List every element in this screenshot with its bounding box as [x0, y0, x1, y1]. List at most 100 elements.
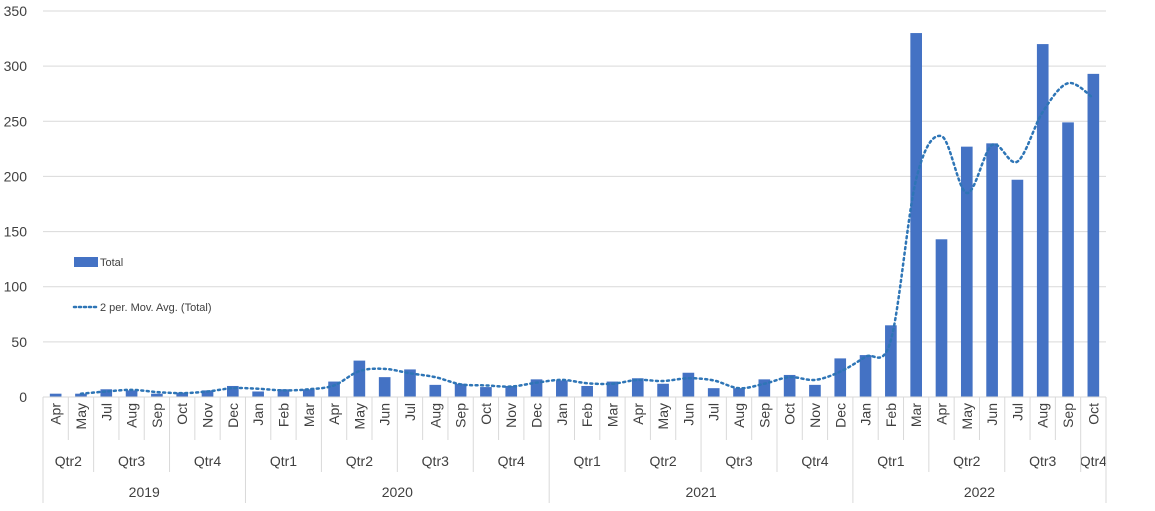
bar [404, 369, 416, 397]
x-tick-label-quarter: Qtr3 [118, 453, 145, 469]
x-tick-label-month: Aug [1035, 403, 1051, 428]
x-tick-label-month: Jan [554, 403, 570, 426]
x-tick-label-quarter: Qtr4 [1080, 453, 1107, 469]
x-tick-label-year: 2021 [685, 484, 716, 500]
bar [125, 390, 138, 397]
x-tick-label-quarter: Qtr3 [1029, 453, 1056, 469]
x-tick-label-month: Jun [984, 403, 1000, 426]
bar [454, 383, 467, 397]
x-tick-label-month: Sep [149, 403, 165, 428]
bar [1087, 73, 1100, 397]
bar [935, 239, 948, 397]
bar [758, 379, 771, 397]
x-tick-label-month: Mar [604, 403, 620, 427]
bar [885, 325, 897, 397]
moving-average-line [79, 81, 1095, 395]
x-tick-label-month: Aug [124, 403, 140, 428]
y-tick-label: 200 [4, 168, 28, 184]
y-tick-label: 150 [4, 224, 28, 240]
bar [631, 378, 644, 397]
x-tick-label-quarter: Qtr2 [346, 453, 373, 469]
bar [986, 143, 998, 397]
bar [682, 372, 695, 397]
bar [227, 385, 239, 397]
x-tick-label-quarter: Qtr2 [953, 453, 980, 469]
bar [606, 381, 619, 397]
x-tick-label-quarter: Qtr4 [194, 453, 221, 469]
bar [581, 385, 593, 397]
x-tick-label-month: Oct [174, 403, 190, 425]
x-tick-label-month: Jun [377, 403, 393, 426]
x-tick-label-quarter: Qtr1 [877, 453, 904, 469]
x-tick-label-month: Oct [1085, 403, 1101, 425]
bar [910, 33, 922, 398]
x-tick-label-month: Jul [402, 403, 418, 421]
x-tick-label-month: Jan [250, 403, 266, 426]
bar [480, 387, 492, 397]
x-tick-label-year: 2020 [382, 484, 413, 500]
bar [556, 380, 568, 397]
y-tick-label: 300 [4, 58, 28, 74]
x-tick-label-month: Mar [301, 403, 317, 427]
legend-label-total: Total [100, 257, 123, 269]
bar [328, 381, 340, 397]
x-tick-label-quarter: Qtr4 [498, 453, 525, 469]
x-tick-label-month: May [73, 403, 89, 429]
bar [1011, 179, 1024, 397]
x-tick-label-quarter: Qtr2 [649, 453, 676, 469]
bar [505, 385, 518, 397]
bar [707, 388, 720, 397]
bar [100, 389, 113, 397]
x-tick-label-month: Feb [275, 403, 291, 427]
bar [176, 392, 189, 397]
x-tick-label-month: May [959, 403, 975, 429]
bar [302, 389, 315, 397]
bar [834, 358, 847, 397]
legend-label-moving-average: 2 per. Mov. Avg. (Total) [100, 302, 211, 314]
x-tick-label-month: Nov [807, 403, 823, 428]
legend: Total 2 per. Mov. Avg. (Total) [72, 257, 211, 314]
x-tick-label-quarter: Qtr3 [725, 453, 752, 469]
x-tick-label-month: Sep [453, 403, 469, 428]
x-tick-label-month: Aug [731, 403, 747, 428]
y-tick-label: 50 [11, 334, 27, 350]
x-tick-label-year: 2022 [964, 484, 995, 500]
x-tick-label-month: May [351, 403, 367, 429]
x-tick-label-month: Sep [756, 403, 772, 428]
x-tick-label-month: Mar [908, 403, 924, 427]
y-tick-label: 0 [19, 389, 27, 405]
x-tick-label-month: Dec [832, 403, 848, 428]
bar [859, 355, 872, 397]
bar [252, 391, 264, 397]
x-tick-label-month: Nov [503, 403, 519, 428]
x-tick-label-quarter: Qtr1 [574, 453, 601, 469]
y-tick-label: 250 [4, 113, 28, 129]
bar [378, 377, 391, 397]
x-tick-label-month: Apr [933, 403, 949, 425]
x-tick-label-month: Dec [529, 403, 545, 428]
bar [151, 393, 163, 397]
bar [809, 384, 821, 397]
gridlines [43, 10, 1106, 343]
x-tick-label-month: Apr [48, 403, 64, 425]
x-tick-label-quarter: Qtr4 [801, 453, 828, 469]
x-tick-label-month: Jul [1009, 403, 1025, 421]
x-tick-label-month: Feb [579, 403, 595, 427]
x-tick-label-quarter: Qtr2 [55, 453, 82, 469]
x-tick-label-month: Jun [680, 403, 696, 426]
bar [75, 393, 87, 397]
x-tick-label-quarter: Qtr3 [422, 453, 449, 469]
bar [429, 384, 442, 397]
bar [1062, 122, 1074, 397]
legend-swatch-total [74, 257, 98, 267]
bar [733, 388, 745, 397]
x-axis: Apr May Jul Aug Sep Oct Nov Dec Jan Feb Mar Apr May J… [42, 396, 1107, 503]
bar [277, 389, 290, 397]
y-axis: 0 50 100 150 200 250 300 350 [4, 3, 28, 405]
bar [49, 393, 62, 397]
x-tick-label-month: Sep [1060, 403, 1076, 428]
x-tick-label-month: Oct [782, 403, 798, 425]
x-tick-label-month: Aug [427, 403, 443, 428]
x-tick-label-month: Dec [225, 403, 241, 428]
